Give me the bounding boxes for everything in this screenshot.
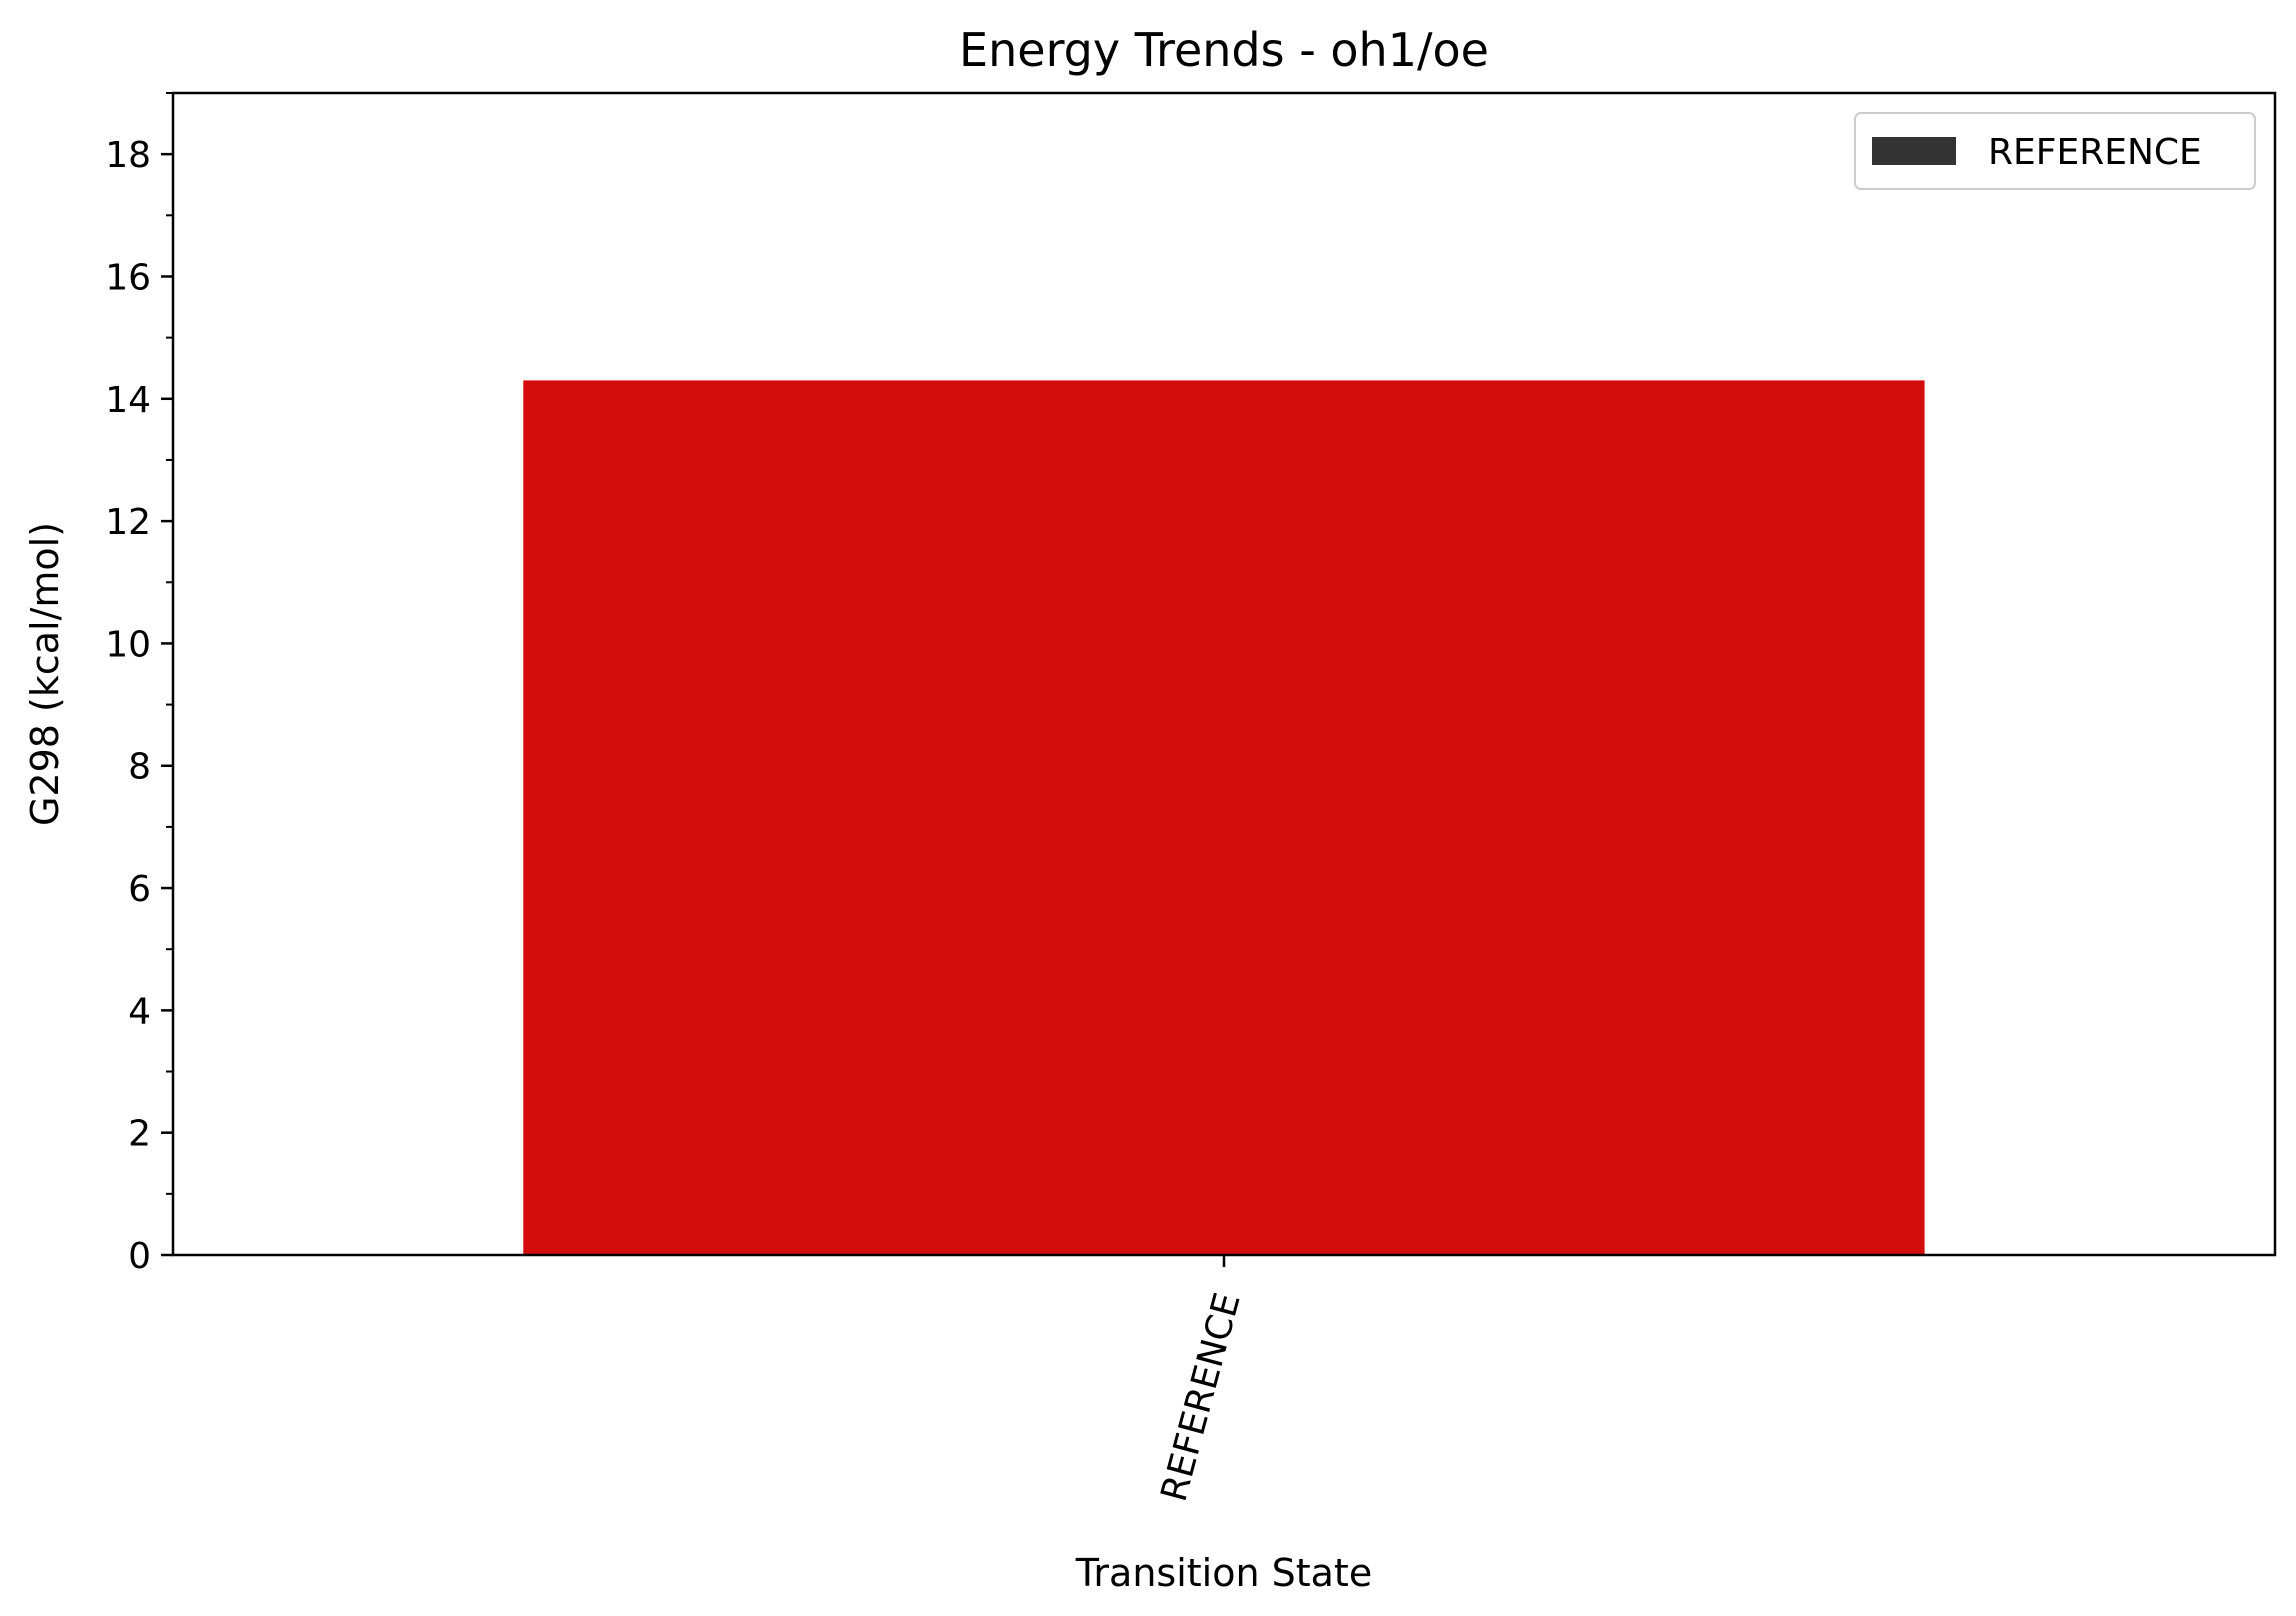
bar-reference (523, 380, 1925, 1255)
y-tick-label: 6 (128, 869, 151, 910)
y-axis: 0 2 4 6 8 10 12 14 16 18 (105, 92, 173, 1277)
y-tick-label: 0 (128, 1236, 151, 1277)
y-tick-label: 8 (128, 747, 151, 788)
y-tick-label: 10 (105, 624, 151, 665)
y-tick-label: 14 (105, 380, 151, 421)
legend-swatch (1872, 137, 1956, 165)
y-tick-label: 16 (105, 257, 151, 298)
y-tick-label: 2 (128, 1114, 151, 1155)
y-axis-label: G298 (kcal/mol) (23, 522, 67, 826)
chart-title: Energy Trends - oh1/oe (959, 23, 1489, 77)
legend: REFERENCE (1854, 112, 2256, 190)
bars-layer (523, 380, 1925, 1255)
y-tick-label: 18 (105, 135, 151, 176)
y-tick-label: 12 (105, 502, 151, 543)
legend-entry-label: REFERENCE (1988, 132, 2202, 173)
y-tick-label: 4 (128, 991, 151, 1032)
legend-box (1854, 112, 2256, 190)
x-axis-label: Transition State (1075, 1551, 1372, 1595)
